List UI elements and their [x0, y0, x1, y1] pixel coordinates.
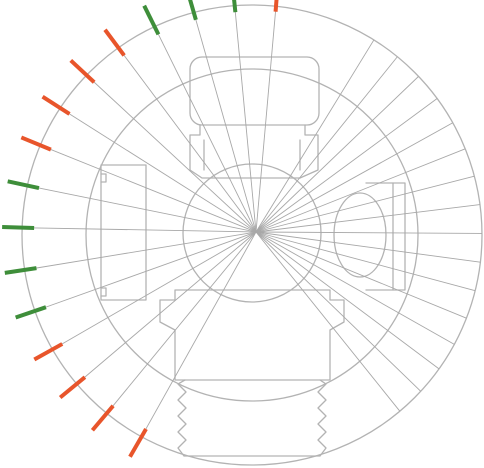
inner-circle	[85, 68, 419, 402]
green-tick-mark	[15, 305, 47, 320]
orange-tick-mark	[69, 58, 96, 84]
green-tick-mark	[4, 266, 37, 275]
ray-line	[255, 231, 455, 345]
ray-line	[255, 231, 481, 263]
neck-inner	[203, 139, 301, 171]
ray-line	[28, 227, 257, 233]
orange-tick-mark	[20, 135, 52, 152]
ray-line	[193, 13, 257, 233]
right-port	[365, 182, 406, 291]
ray-line	[255, 231, 467, 319]
tick-marks	[2, 0, 279, 458]
ray-line	[45, 146, 257, 233]
ray-line	[255, 231, 401, 412]
ray-line	[255, 231, 422, 392]
orange-tick-mark	[33, 342, 64, 362]
sensor-body	[100, 56, 406, 457]
green-tick-mark	[2, 224, 35, 230]
ray-line	[89, 77, 257, 233]
ray-line	[255, 175, 475, 233]
ray-line	[79, 231, 257, 382]
lower-housing	[159, 289, 345, 381]
ray-line	[142, 231, 257, 435]
orange-tick-mark	[128, 427, 148, 458]
ray-line	[255, 76, 419, 233]
ray-line	[255, 98, 438, 233]
ray-line	[30, 231, 257, 270]
center-disc	[182, 163, 322, 303]
ray-line	[255, 204, 481, 233]
orange-tick-mark	[41, 95, 71, 116]
left-notch-top	[100, 173, 107, 183]
green-tick-mark	[188, 0, 198, 21]
outer-ring	[21, 4, 483, 466]
ray-line	[255, 56, 398, 233]
ray-line	[255, 231, 482, 234]
orange-tick-mark	[58, 375, 87, 400]
ray-line	[255, 231, 476, 292]
ray-line	[255, 122, 453, 233]
green-tick-mark	[142, 4, 161, 36]
ray-line	[64, 110, 257, 233]
ray-line	[255, 39, 375, 233]
ray-line	[234, 6, 257, 233]
ray-line	[155, 28, 257, 233]
ray-line	[255, 5, 277, 233]
ray-line	[40, 231, 257, 310]
ray-line	[56, 231, 257, 348]
ray-line	[108, 231, 257, 411]
threaded-stem	[177, 379, 327, 457]
ray-line	[33, 186, 257, 233]
orange-tick-mark	[273, 0, 279, 12]
green-tick-mark	[232, 0, 238, 13]
ray-line	[255, 231, 440, 370]
left-notch-bottom	[100, 287, 107, 297]
green-tick-mark	[7, 179, 40, 191]
orange-tick-mark	[103, 28, 126, 57]
orange-tick-mark	[90, 404, 115, 432]
ray-line	[255, 148, 466, 233]
ray-line	[120, 50, 257, 233]
top-cap	[189, 56, 320, 126]
ray-fan	[28, 5, 482, 435]
right-port-lens	[333, 192, 387, 278]
left-bracket	[100, 164, 147, 301]
outer-circle	[21, 4, 483, 466]
